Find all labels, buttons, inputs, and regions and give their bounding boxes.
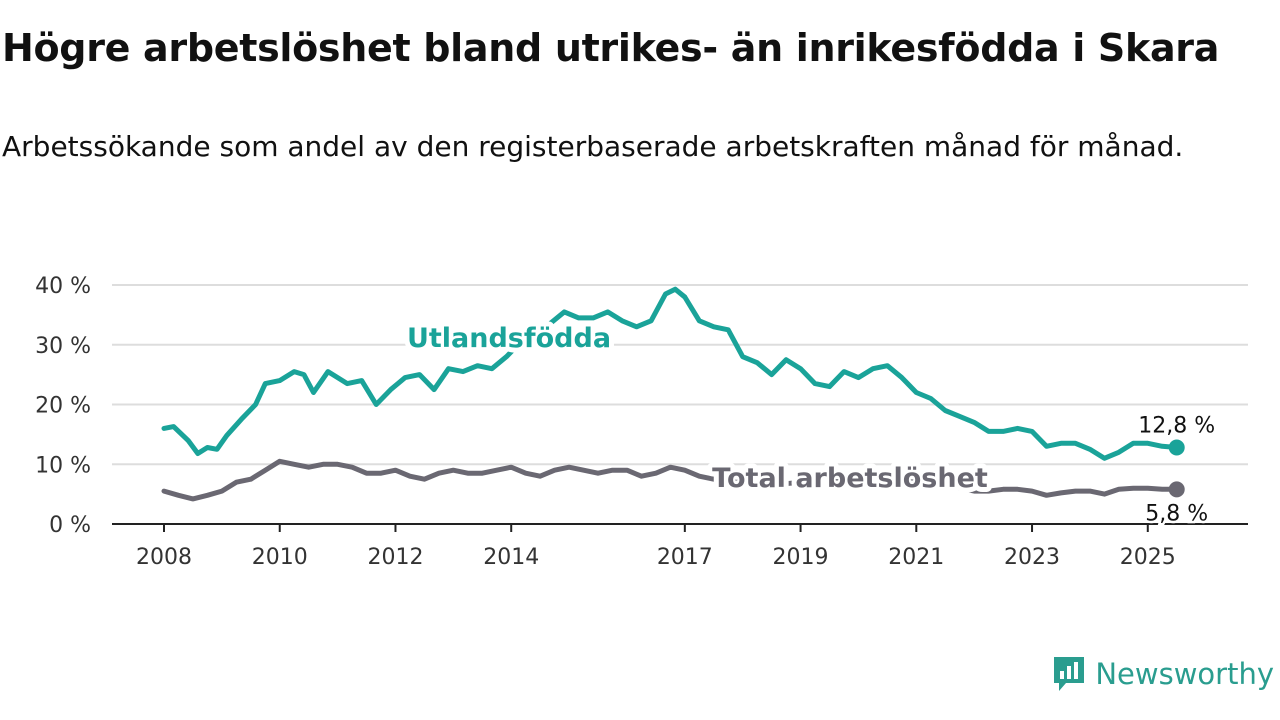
y-tick-label: 10 % <box>35 453 91 478</box>
chart-title: Högre arbetslöshet bland utrikes- än inr… <box>2 26 1220 70</box>
y-tick-label: 20 % <box>35 394 91 419</box>
series-line-total <box>161 458 1180 502</box>
series-labels: 12,8 % 5,8 % Utlandsfödda Total arbetslöshe… <box>402 318 1218 529</box>
brand-name: Newsworthy <box>1095 657 1274 691</box>
series-end-point <box>1168 439 1185 456</box>
x-tick-label: 2012 <box>367 545 423 570</box>
series-end-label: 5,8 % <box>1145 501 1208 526</box>
line-chart: 0 % 10 % 20 % 30 % 40 % 2008 2010 2012 2014 2017… <box>35 274 1248 570</box>
y-tick-label: 0 % <box>49 513 91 538</box>
x-tick-label: 2008 <box>136 545 192 570</box>
gridlines <box>112 284 1248 525</box>
x-axis-ticks: 2008 2010 2012 2014 2017 2019 2021 2023 2025 <box>136 524 1176 570</box>
series-end-label: 12,8 % <box>1138 414 1215 439</box>
series-lines <box>161 286 1185 502</box>
x-tick-label: 2021 <box>888 545 944 570</box>
newsworthy-icon <box>1054 657 1085 691</box>
chart-subtitle: Arbetssökande som andel av den registerb… <box>2 130 1184 163</box>
y-tick-label: 30 % <box>35 334 91 359</box>
series-line-utlandsfodda <box>161 286 1180 461</box>
x-tick-label: 2019 <box>773 545 829 570</box>
x-tick-label: 2023 <box>1004 545 1060 570</box>
series-end-point <box>1168 481 1185 498</box>
series-name-label: Utlandsfödda <box>407 323 611 354</box>
y-axis-ticks: 0 % 10 % 20 % 30 % 40 % <box>35 274 91 538</box>
x-tick-label: 2010 <box>252 545 308 570</box>
x-tick-label: 2025 <box>1120 545 1176 570</box>
x-tick-label: 2017 <box>657 545 713 570</box>
x-tick-label: 2014 <box>483 545 539 570</box>
y-tick-label: 40 % <box>35 274 91 299</box>
newsworthy-logo: Newsworthy <box>1051 654 1274 694</box>
series-name-label: Total arbetslöshet <box>712 463 988 494</box>
